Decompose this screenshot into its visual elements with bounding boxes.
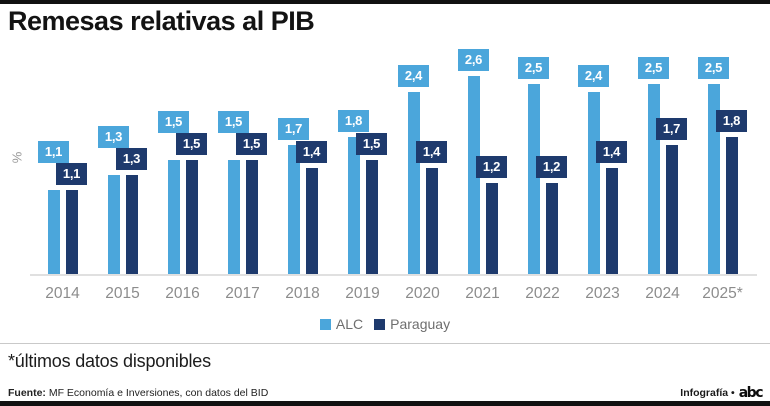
y-axis-label: % — [9, 151, 25, 164]
legend-label-alc: ALC — [335, 316, 364, 332]
value-label-alc-2015: 1,3 — [98, 126, 129, 149]
bar-paraguay-2018 — [305, 167, 318, 274]
source-label: Fuente: — [8, 387, 46, 399]
year-label-2020: 2020 — [405, 285, 440, 302]
bar-alc-2018 — [287, 144, 300, 274]
year-label-2022: 2022 — [525, 285, 560, 302]
value-label-paraguay-2015: 1,3 — [116, 148, 147, 171]
value-label-alc-2025: 2,5 — [698, 57, 729, 79]
bar-paraguay-2023 — [605, 167, 618, 274]
bar-alc-2019 — [347, 137, 360, 274]
year-label-2016: 2016 — [165, 285, 200, 302]
year-label-2015: 2015 — [105, 285, 140, 302]
bar-alc-2017 — [227, 160, 240, 274]
legend-swatch-alc — [319, 318, 331, 330]
credit-line: Infografía • abc — [680, 385, 764, 401]
value-label-alc-2016: 1,5 — [158, 111, 189, 133]
bar-alc-2015 — [107, 175, 120, 274]
bar-paraguay-2020 — [425, 167, 438, 274]
bottom-rule — [0, 401, 770, 406]
value-label-alc-2024: 2,5 — [638, 57, 669, 79]
chart-title: Remesas relativas al PIB — [8, 6, 315, 36]
bar-alc-2022 — [527, 84, 540, 274]
source-text: MF Economía e Inversiones, con datos del… — [45, 387, 269, 399]
year-label-2025: 2025* — [702, 285, 743, 302]
bar-paraguay-2014 — [65, 190, 78, 274]
legend-item-paraguay: Paraguay — [374, 316, 450, 332]
value-label-paraguay-2022: 1,2 — [536, 155, 567, 178]
bar-alc-2023 — [587, 91, 600, 274]
footnote: *últimos datos disponibles — [8, 351, 211, 371]
bar-paraguay-2017 — [245, 160, 258, 274]
value-label-alc-2018: 1,7 — [278, 117, 309, 140]
source-line: Fuente: MF Economía e Inversiones, con d… — [8, 387, 268, 399]
bar-alc-2016 — [167, 160, 180, 274]
bar-paraguay-2019 — [365, 160, 378, 274]
value-label-paraguay-2019: 1,5 — [356, 133, 387, 155]
legend-item-alc: ALC — [319, 316, 364, 332]
bar-alc-2021 — [467, 76, 480, 274]
year-label-2018: 2018 — [285, 285, 320, 302]
legend-label-paraguay: Paraguay — [390, 316, 451, 332]
value-label-alc-2020: 2,4 — [398, 64, 429, 87]
bar-alc-2014 — [47, 190, 60, 274]
value-label-paraguay-2018: 1,4 — [296, 140, 327, 163]
divider-line — [0, 343, 770, 344]
bar-paraguay-2021 — [485, 182, 498, 274]
value-label-paraguay-2020: 1,4 — [416, 140, 447, 163]
abc-logo: abc — [738, 385, 764, 401]
legend-swatch-paraguay — [374, 318, 386, 330]
value-label-alc-2014: 1,1 — [38, 141, 69, 164]
year-label-2017: 2017 — [225, 285, 260, 302]
value-label-alc-2019: 1,8 — [338, 110, 369, 133]
value-label-paraguay-2021: 1,2 — [476, 155, 507, 178]
value-label-paraguay-2024: 1,7 — [656, 117, 687, 140]
x-axis-line — [30, 274, 757, 276]
bar-alc-2020 — [407, 91, 420, 274]
value-label-paraguay-2014: 1,1 — [56, 163, 87, 186]
value-label-paraguay-2017: 1,5 — [236, 133, 267, 155]
bar-paraguay-2016 — [185, 160, 198, 274]
value-label-paraguay-2016: 1,5 — [176, 133, 207, 155]
credit-text: Infografía • — [680, 387, 735, 399]
year-label-2019: 2019 — [345, 285, 380, 302]
value-label-alc-2022: 2,5 — [518, 57, 549, 79]
bar-paraguay-2022 — [545, 182, 558, 274]
value-label-alc-2023: 2,4 — [578, 64, 609, 87]
legend: ALC Paraguay — [0, 316, 770, 332]
bar-paraguay-2024 — [665, 144, 678, 274]
bar-paraguay-2015 — [125, 175, 138, 274]
year-label-2021: 2021 — [465, 285, 500, 302]
year-label-2023: 2023 — [585, 285, 620, 302]
value-label-alc-2021: 2,6 — [458, 49, 489, 72]
value-label-paraguay-2023: 1,4 — [596, 140, 627, 163]
bar-alc-2024 — [647, 84, 660, 274]
value-label-paraguay-2025: 1,8 — [716, 110, 747, 133]
year-label-2024: 2024 — [645, 285, 680, 302]
bar-paraguay-2025 — [725, 137, 738, 274]
year-label-2014: 2014 — [45, 285, 80, 302]
top-rule — [0, 0, 770, 4]
value-label-alc-2017: 1,5 — [218, 111, 249, 133]
